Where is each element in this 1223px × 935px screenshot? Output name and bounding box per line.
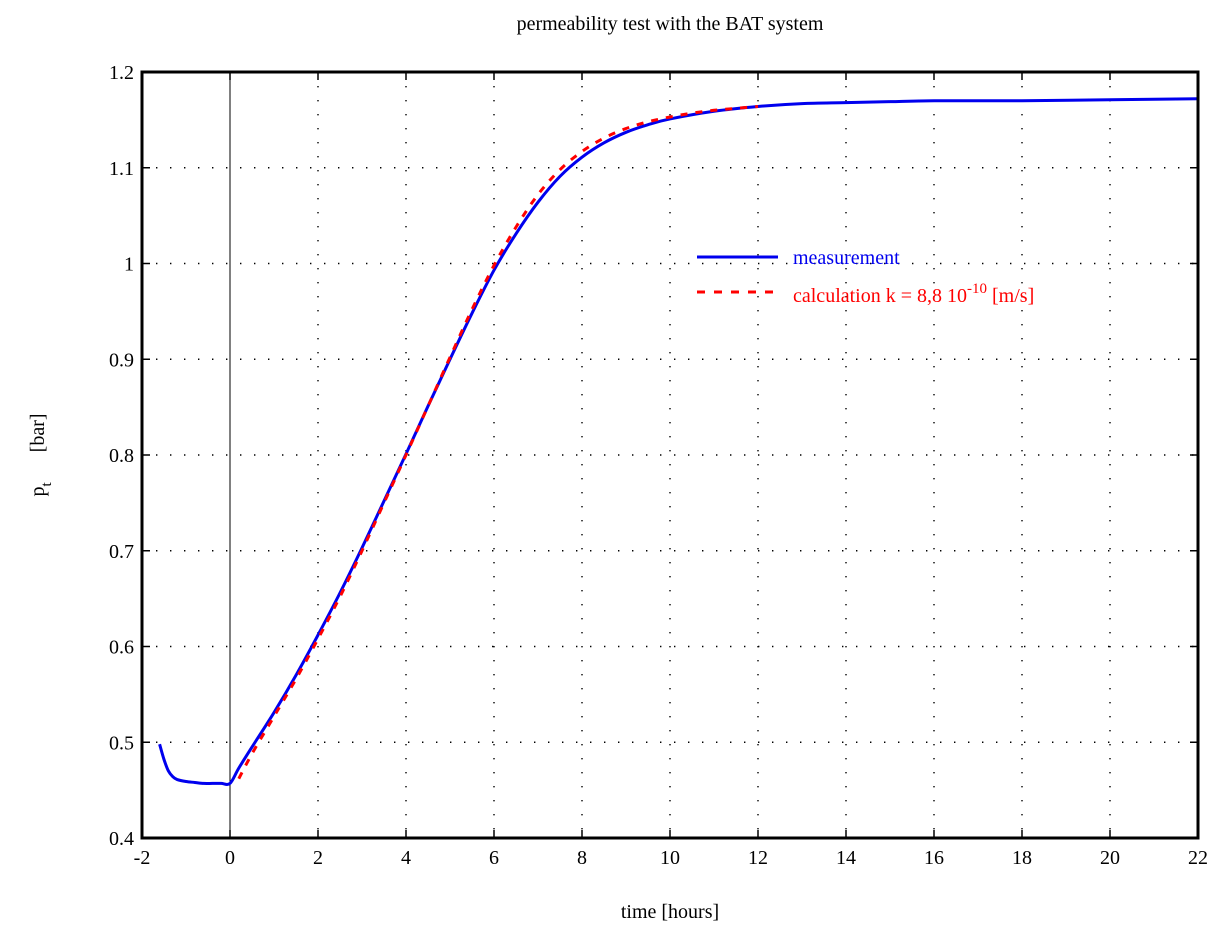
y-tick-label: 0.4 <box>109 828 134 850</box>
x-tick-label: 10 <box>660 847 680 869</box>
chart-title: permeability test with the BAT system <box>517 13 824 35</box>
grid-layer <box>142 72 1198 838</box>
legend-label-measurement: measurement <box>793 247 900 269</box>
ticks-layer: -2 0 2 4 6 8 10 12 14 16 18 20 22 0.4 0.5 0.6 0.7 0.8 0.9 1… <box>109 62 1208 869</box>
series-measurement-line <box>158 97 1199 787</box>
legend-calculation-exponent: -10 <box>967 281 987 297</box>
x-tick-label: 8 <box>577 847 587 869</box>
x-tick-label: 18 <box>1012 847 1032 869</box>
x-tick-label: 6 <box>489 847 499 869</box>
x-axis-label: time [hours] <box>621 901 719 923</box>
y-tick-label: 1.2 <box>109 62 134 84</box>
x-tick-label: 14 <box>836 847 856 869</box>
legend: measurement calculation k = 8,8 10-10 [m… <box>697 247 1034 307</box>
x-tick-label: -2 <box>134 847 151 869</box>
y-tick-label: 1 <box>124 254 134 276</box>
legend-calculation-main: calculation k = 8,8 10 <box>793 285 967 307</box>
plot-frame <box>140 70 1200 840</box>
y-tick-label: 0.9 <box>109 349 134 371</box>
y-tick-label: 0.6 <box>109 637 134 659</box>
y-axis-label-main: p <box>27 487 49 497</box>
y-tick-label: 0.8 <box>109 445 134 467</box>
y-axis-label-subscript: t <box>39 482 55 487</box>
y-axis-label: pt [bar] <box>27 413 55 496</box>
legend-calculation-unit: [m/s] <box>992 285 1034 307</box>
x-tick-label: 20 <box>1100 847 1120 869</box>
y-axis-label-unit: [bar] <box>27 413 49 452</box>
y-tick-label: 1.1 <box>109 158 134 180</box>
x-tick-label: 22 <box>1188 847 1208 869</box>
x-tick-label: 0 <box>225 847 235 869</box>
x-tick-label: 2 <box>313 847 323 869</box>
x-tick-label: 12 <box>748 847 768 869</box>
legend-label-calculation: calculation k = 8,8 10-10 [m/s] <box>793 281 1034 307</box>
svg-text:pt [bar]: pt [bar] <box>27 413 55 496</box>
y-tick-label: 0.7 <box>109 541 134 563</box>
series-layer <box>158 97 1199 787</box>
x-tick-label: 4 <box>401 847 411 869</box>
series-calculation-line <box>237 104 759 780</box>
y-tick-label: 0.5 <box>109 732 134 754</box>
x-tick-label: 16 <box>924 847 944 869</box>
